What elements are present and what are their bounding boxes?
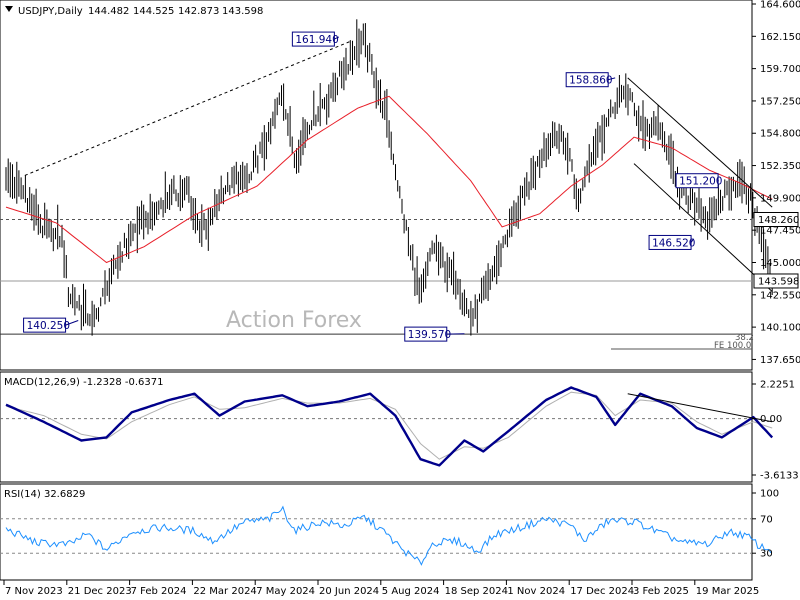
rsi-y-tick-label: 30: [760, 549, 773, 560]
macd-plot: [0, 386, 774, 467]
price-panel: USDJPY,Daily 144.482 144.525 142.873 143…: [0, 0, 799, 371]
price-tag-box: [753, 211, 799, 227]
price-y-tick-label: 145.000: [760, 258, 800, 269]
x-tick-label: 19 Mar 2025: [696, 586, 759, 597]
y-axis: 164.600 162.150 159.700 157.250 154.800 152.3…: [752, 0, 800, 560]
price-tag: 143.598: [758, 276, 799, 287]
price-tag: 148.260: [758, 215, 799, 226]
x-tick-label: 17 Dec 2024: [570, 586, 634, 597]
price-label: 161.940: [295, 34, 338, 46]
rsi-line: [5, 505, 772, 566]
price-label-box: [565, 72, 609, 88]
price-panel-title: USDJPY,Daily: [18, 6, 83, 17]
price-y-tick-label: 137.650: [760, 355, 800, 366]
collapse-arrow-icon[interactable]: [5, 6, 13, 12]
macd-y-tick-label: -3.6133: [760, 471, 799, 482]
price-y-tick-label: 140.100: [760, 323, 800, 334]
price-label-box: [675, 173, 719, 189]
ohlc-open: 144.482: [88, 6, 129, 17]
fe-faint-label: 38.2: [735, 333, 754, 343]
dashed-trendline: [24, 40, 352, 176]
watermark: Action Forex: [226, 308, 362, 333]
fe-label: FE 100.0: [714, 341, 751, 351]
macd-panel-frame: [0, 371, 753, 483]
price-plot: 161.940 140.250 139.570 158.860 151.200 146.5…: [0, 19, 799, 342]
channel-trendline: [633, 163, 773, 292]
price-y-tick-label: 154.800: [760, 129, 800, 140]
macd-panel: MACD(12,26,9) -1.2328 -0.6371: [0, 371, 774, 483]
price-label: 140.250: [27, 320, 70, 332]
price-y-tick-label: 159.700: [760, 64, 800, 75]
macd-title: MACD(12,26,9) -1.2328 -0.6371: [4, 377, 164, 388]
price-label-box: [648, 234, 692, 250]
macd-y-tick-label: 0.00: [760, 414, 782, 425]
price-label: 146.520: [652, 237, 695, 249]
x-tick-label: 7 Nov 2023: [5, 586, 63, 597]
x-tick-label: 18 Sep 2024: [445, 586, 508, 597]
price-label-leader: [65, 320, 79, 326]
x-tick-label: 21 Dec 2023: [68, 586, 132, 597]
ohlc-close: 143.598: [222, 6, 263, 17]
price-y-tick-label: 142.550: [760, 290, 800, 301]
price-label-box: [291, 31, 335, 47]
price-y-tick-label: 157.250: [760, 96, 800, 107]
rsi-y-tick-label: 100: [760, 489, 779, 500]
ohlc-low: 142.873: [178, 6, 219, 17]
price-label-leader: [608, 77, 616, 81]
rsi-plot: [0, 505, 772, 566]
x-tick-label: 3 Feb 2025: [633, 586, 689, 597]
macd-y-tick-label: 2.2251: [760, 380, 795, 391]
x-tick-label: 1 Nov 2024: [507, 586, 565, 597]
rsi-title: RSI(14) 32.6829: [4, 489, 85, 500]
price-y-tick-label: 149.900: [760, 193, 800, 204]
price-label-leader: [334, 36, 340, 40]
price-y-tick-label: 164.600: [760, 0, 800, 11]
macd-trendline: [627, 393, 773, 423]
x-tick-label: 7 Feb 2024: [131, 586, 187, 597]
price-panel-frame: [0, 0, 753, 371]
x-tick-label: 20 Jun 2024: [319, 586, 379, 597]
price-label: 139.570: [408, 329, 451, 341]
price-label: 151.200: [679, 176, 722, 188]
macd-line: [5, 386, 774, 467]
channel-trendline: [627, 77, 773, 208]
x-tick-label: 5 Aug 2024: [382, 586, 440, 597]
price-y-tick-label: 152.350: [760, 161, 800, 172]
ohlc-high: 144.525: [133, 6, 174, 17]
rsi-y-tick-label: 70: [760, 514, 773, 525]
rsi-panel-frame: [0, 483, 753, 581]
price-bars: [5, 19, 773, 336]
price-y-tick-label: 162.150: [760, 32, 800, 43]
price-label: 158.860: [569, 75, 612, 87]
macd-signal-line: [5, 391, 773, 460]
price-y-tick-label: 147.450: [760, 226, 800, 237]
moving-average-line: [5, 95, 773, 264]
x-tick-label: 22 Mar 2024: [193, 586, 256, 597]
rsi-panel: RSI(14) 32.6829: [0, 483, 772, 581]
x-tick-label: 7 May 2024: [256, 586, 315, 597]
price-label-box: [23, 317, 67, 333]
price-tag-box: [753, 273, 799, 289]
price-label-box: [404, 326, 448, 342]
